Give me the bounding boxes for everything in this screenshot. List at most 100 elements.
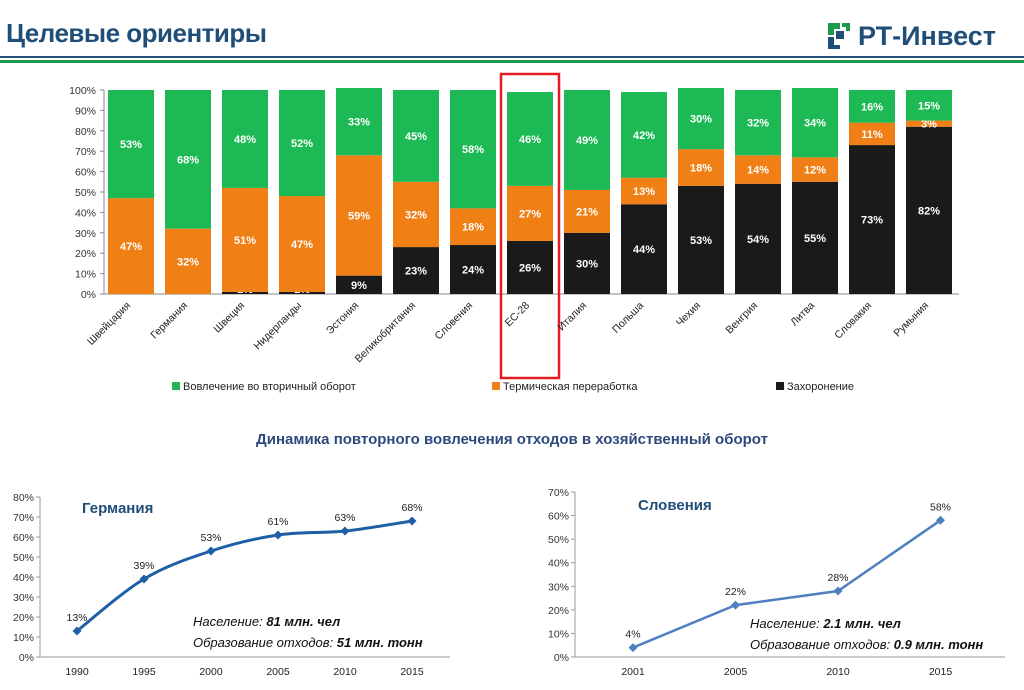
data-label: 59% bbox=[348, 210, 370, 222]
data-label: 21% bbox=[576, 206, 598, 218]
data-label: 32% bbox=[177, 256, 199, 268]
x-tick-label: 2015 bbox=[929, 666, 953, 678]
x-tick-label: 2005 bbox=[724, 666, 748, 678]
data-label: 32% bbox=[747, 118, 769, 130]
data-label: 73% bbox=[861, 215, 883, 227]
bar-landfill bbox=[507, 240, 553, 294]
population-label: Население: bbox=[750, 616, 823, 631]
legend-label: Вовлечение во вторичный оборот bbox=[183, 381, 356, 393]
bar-thermal bbox=[108, 198, 154, 294]
population-note: Население: 81 млн. чел bbox=[193, 614, 340, 629]
data-label: 54% bbox=[747, 234, 769, 246]
data-label: 58% bbox=[930, 501, 951, 513]
population-note: Население: 2.1 млн. чел bbox=[750, 616, 901, 631]
x-tick-label: Венгрия bbox=[723, 300, 760, 337]
bar-thermal bbox=[336, 155, 382, 276]
y-tick-label: 50% bbox=[548, 534, 569, 546]
x-tick-label: Литва bbox=[788, 300, 817, 329]
bar-recycling bbox=[336, 87, 382, 156]
data-point bbox=[72, 626, 82, 636]
data-label: 9% bbox=[351, 280, 367, 292]
y-tick-label: 60% bbox=[548, 511, 569, 523]
y-tick-label: 50% bbox=[75, 187, 96, 199]
highlight-box-ec28 bbox=[499, 72, 561, 380]
y-tick-label: 30% bbox=[13, 592, 34, 604]
bar-thermal bbox=[678, 149, 724, 186]
series-line bbox=[76, 519, 413, 633]
bar-thermal bbox=[393, 181, 439, 248]
bar-thermal bbox=[906, 120, 952, 127]
data-label: 48% bbox=[234, 134, 256, 146]
data-label: 33% bbox=[348, 117, 370, 129]
y-tick-label: 70% bbox=[548, 487, 569, 499]
bar-landfill bbox=[222, 291, 268, 294]
y-tick-label: 10% bbox=[548, 628, 569, 640]
bar-landfill bbox=[678, 185, 724, 294]
data-point bbox=[340, 526, 350, 536]
y-tick-label: 30% bbox=[548, 581, 569, 593]
bar-landfill bbox=[564, 232, 610, 294]
data-label: 3% bbox=[921, 119, 937, 131]
data-label: 15% bbox=[918, 100, 940, 112]
waste-note: Образование отходов: 51 млн. тонн bbox=[193, 635, 423, 650]
header: Целевые ориентиры РТ-Инвест bbox=[0, 0, 1024, 62]
y-tick-label: 40% bbox=[548, 558, 569, 570]
legend-swatch bbox=[492, 382, 500, 390]
y-tick-label: 90% bbox=[75, 105, 96, 117]
bar-recycling bbox=[564, 90, 610, 190]
bar-recycling bbox=[849, 90, 895, 123]
section-title: Динамика повторного вовлечения отходов в… bbox=[256, 431, 768, 448]
bar-thermal bbox=[849, 122, 895, 146]
data-label: 30% bbox=[690, 114, 712, 126]
data-point bbox=[206, 546, 216, 556]
bar-recycling bbox=[792, 87, 838, 158]
data-label: 27% bbox=[519, 208, 541, 220]
data-label: 55% bbox=[804, 233, 826, 245]
bar-recycling bbox=[450, 90, 496, 209]
waste-value: 0.9 млн. тонн bbox=[894, 637, 984, 652]
x-tick-label: 2005 bbox=[266, 666, 290, 678]
logo: РТ-Инвест bbox=[826, 18, 996, 54]
y-tick-label: 0% bbox=[554, 652, 569, 664]
data-label: 52% bbox=[291, 138, 313, 150]
data-label: 24% bbox=[462, 265, 484, 277]
data-label: 34% bbox=[804, 118, 826, 130]
data-label: 26% bbox=[519, 262, 541, 274]
data-label: 47% bbox=[120, 241, 142, 253]
bar-recycling bbox=[735, 90, 781, 156]
x-tick-label: 2001 bbox=[621, 666, 645, 678]
x-tick-label: Нидерланды bbox=[252, 300, 305, 353]
data-label: 39% bbox=[133, 560, 154, 572]
bar-landfill bbox=[393, 247, 439, 294]
bar-recycling bbox=[393, 90, 439, 182]
y-tick-label: 40% bbox=[13, 572, 34, 584]
bar-thermal bbox=[564, 189, 610, 233]
data-point bbox=[628, 643, 638, 653]
header-rule-blue bbox=[0, 56, 1024, 58]
x-tick-label: Румыния bbox=[891, 300, 931, 340]
x-tick-label: Германия bbox=[148, 300, 190, 342]
bar-recycling bbox=[222, 90, 268, 188]
stacked-bar-chart: 0% 10% 20% 30% 40% 50% 60% 70% 80% 90% 100% 47% 53% Ш… bbox=[69, 72, 959, 393]
data-point bbox=[407, 516, 417, 526]
y-tick-label: 0% bbox=[81, 289, 96, 301]
bar-recycling bbox=[108, 90, 154, 199]
y-tick-label: 0% bbox=[19, 652, 34, 664]
waste-label: Образование отходов: bbox=[193, 635, 337, 650]
bar-recycling bbox=[507, 92, 553, 186]
population-value: 81 млн. чел bbox=[266, 614, 340, 629]
bar-thermal bbox=[450, 208, 496, 246]
y-tick-label: 20% bbox=[75, 248, 96, 260]
bar-landfill bbox=[450, 245, 496, 294]
x-tick-label: Польша bbox=[610, 300, 646, 336]
bar-thermal bbox=[279, 196, 325, 292]
data-point bbox=[139, 574, 149, 584]
y-tick-label: 20% bbox=[13, 612, 34, 624]
logo-text: РТ-Инвест bbox=[858, 20, 996, 51]
x-tick-label: Швейцария bbox=[85, 300, 133, 348]
chart-title: Словения bbox=[638, 497, 712, 514]
bar-recycling bbox=[165, 90, 211, 229]
data-label: 46% bbox=[519, 134, 541, 146]
x-tick-label: Чехия bbox=[674, 300, 703, 329]
bar-thermal bbox=[165, 228, 211, 294]
